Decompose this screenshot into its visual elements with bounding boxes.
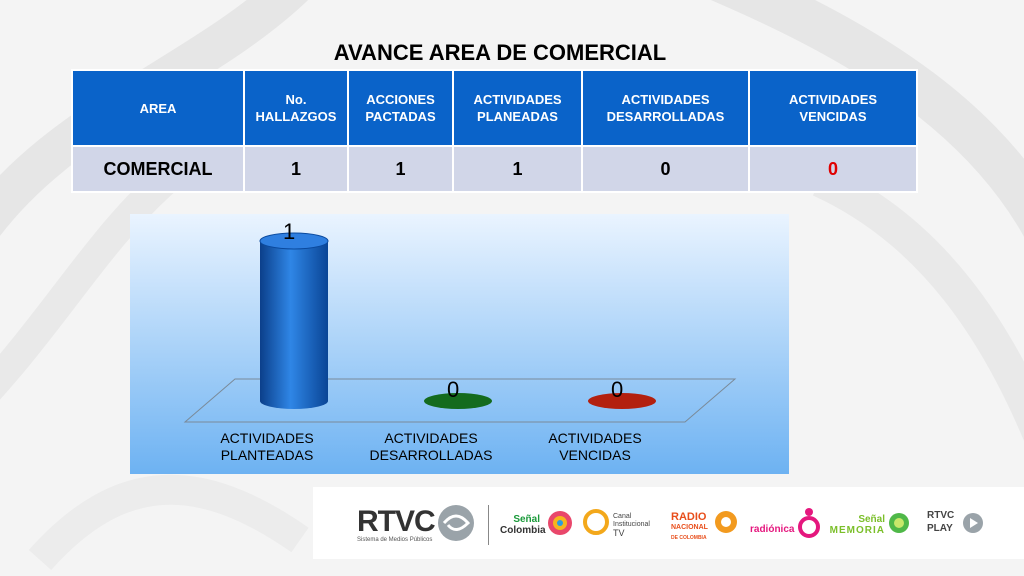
header-actividades-desarrolladas: ACTIVIDADES DESARROLLADAS xyxy=(581,69,750,147)
summary-table: AREA No. HALLAZGOS ACCIONES PACTADAS ACT… xyxy=(71,69,918,193)
chart-floor xyxy=(183,378,737,423)
cell-actividades-desarrolladas: 0 xyxy=(581,145,750,193)
play-line1: RTVC xyxy=(927,510,955,521)
data-label-1: 0 xyxy=(447,377,459,402)
bar-body-0 xyxy=(260,241,328,409)
radio-nacional-icon xyxy=(715,511,737,533)
radio-line2: NACIONAL xyxy=(671,524,708,531)
rtvc-logo-subtitle: Sistema de Medios Públicos xyxy=(357,537,433,543)
cell-area: COMERCIAL xyxy=(71,145,245,193)
rtvc-play-logo: RTVC PLAY xyxy=(927,509,954,535)
memoria-line2: MEMORIA xyxy=(829,525,885,536)
canal-line1: Canal xyxy=(613,513,632,520)
rtvc-play-icon xyxy=(963,513,983,533)
canal-line2: Institucional xyxy=(613,521,650,528)
header-actividades-planeadas: ACTIVIDADES PLANEADAS xyxy=(452,69,583,147)
cell-actividades-planeadas: 1 xyxy=(452,145,583,193)
table-header-row: AREA No. HALLAZGOS ACCIONES PACTADAS ACT… xyxy=(71,69,918,147)
radionica-icon xyxy=(798,508,820,538)
header-area: AREA xyxy=(71,69,245,147)
senal-colombia-line2: Colombia xyxy=(500,525,546,536)
footer-logo-bar: RTVC Sistema de Medios Públicos Señal Co… xyxy=(313,487,1024,559)
chart-background xyxy=(130,214,789,474)
canal-line3: TV xyxy=(613,528,625,538)
header-acciones-pactadas: ACCIONES PACTADAS xyxy=(347,69,454,147)
rtvc-spiral-icon xyxy=(438,505,474,541)
play-line2: PLAY xyxy=(927,523,953,534)
cell-acciones-pactadas: 1 xyxy=(347,145,454,193)
header-actividades-vencidas: ACTIVIDADES VENCIDAS xyxy=(748,69,918,147)
data-label-2: 0 xyxy=(611,377,623,402)
category-label-2: ACTIVIDADES VENCIDAS xyxy=(548,430,641,463)
table-row: COMERCIAL 1 1 1 0 0 xyxy=(71,145,918,193)
radionica-logo: radiónica xyxy=(750,524,795,535)
senal-memoria-icon xyxy=(889,513,909,533)
bar-chart: 1 ACTIVIDADES PLANTEADAS 0 ACTIVIDADES DESARR… xyxy=(130,214,789,474)
bar-1 xyxy=(424,393,492,409)
bar-0 xyxy=(259,232,329,409)
rtvc-logo-text: RTVC xyxy=(357,505,436,538)
senal-colombia-line1: Señal xyxy=(513,514,540,525)
category-label-0: ACTIVIDADES PLANTEADAS xyxy=(220,430,313,463)
senal-colombia-logo: Señal Colombia xyxy=(500,514,546,536)
radio-line3: DE COLOMBIA xyxy=(671,535,707,541)
logo-separator xyxy=(488,505,489,545)
canal-institucional-icon xyxy=(583,509,609,535)
senal-memoria-logo: Señal MEMORIA xyxy=(829,514,885,536)
cell-actividades-vencidas: 0 xyxy=(748,145,918,193)
senal-colombia-icon xyxy=(548,511,572,535)
bar-top-0 xyxy=(259,232,329,250)
category-label-1: ACTIVIDADES DESARROLLADAS xyxy=(370,430,493,463)
radio-nacional-logo: RADIO NACIONAL DE COLOMBIA xyxy=(671,511,708,543)
bar-2 xyxy=(588,393,656,409)
memoria-line1: Señal xyxy=(858,514,885,525)
cell-hallazgos: 1 xyxy=(243,145,349,193)
data-label-0: 1 xyxy=(283,219,295,244)
header-hallazgos: No. HALLAZGOS xyxy=(243,69,349,147)
canal-institucional-logo: Canal Institucional TV xyxy=(613,513,650,539)
radio-line1: RADIO xyxy=(671,511,707,523)
page-title: AVANCE AREA DE COMERCIAL xyxy=(333,40,667,65)
